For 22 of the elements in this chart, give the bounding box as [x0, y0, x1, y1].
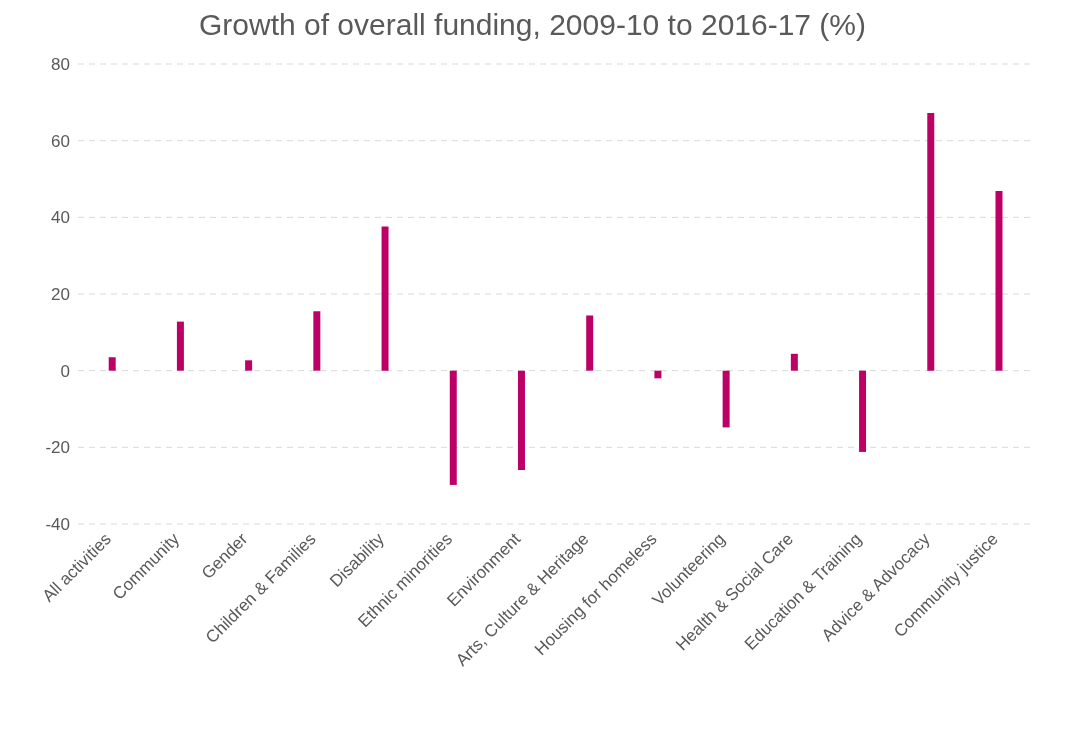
bar — [176, 321, 184, 371]
bar — [654, 370, 662, 379]
y-tick-label: 20 — [51, 285, 70, 305]
bar — [995, 190, 1003, 371]
bar — [517, 370, 525, 470]
chart-title: Growth of overall funding, 2009-10 to 2016-17 (%) — [197, 8, 868, 42]
y-tick-label: 80 — [51, 55, 70, 75]
y-tick-label: -40 — [45, 515, 70, 535]
bar — [722, 370, 730, 428]
bar — [381, 226, 389, 371]
bar — [245, 360, 253, 371]
bar — [449, 370, 457, 485]
bar — [586, 315, 594, 371]
bar — [108, 357, 116, 371]
y-tick-label: 0 — [60, 361, 70, 381]
y-tick-label: -20 — [45, 438, 70, 458]
y-tick-label: 60 — [51, 131, 70, 151]
bar — [790, 353, 798, 371]
y-tick-label: 40 — [51, 208, 70, 228]
bar — [859, 370, 867, 452]
bar — [313, 311, 321, 371]
bar — [927, 113, 935, 371]
